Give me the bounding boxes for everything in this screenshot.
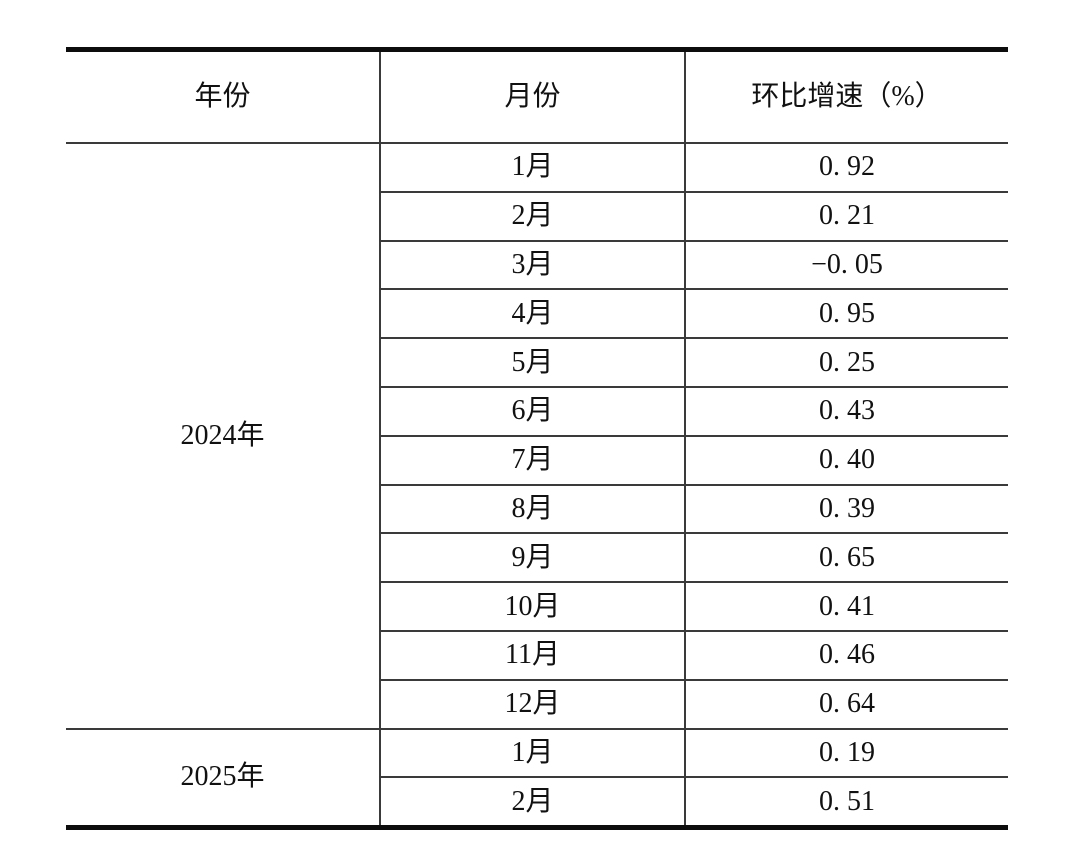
- header-year: 年份: [66, 49, 380, 144]
- growth-value-cell: 0. 21: [684, 191, 1008, 242]
- year-cell: 2025年: [66, 728, 380, 829]
- month-cell: 7月: [379, 435, 685, 486]
- table-row: 6月 0. 43: [66, 386, 1008, 437]
- month-cell: 6月: [379, 386, 685, 437]
- growth-value-cell: 0. 92: [684, 143, 1008, 193]
- table-row: 9月 0. 65: [66, 533, 1008, 584]
- year-cell: 2024年: [66, 143, 380, 730]
- month-cell: 1月: [379, 728, 685, 779]
- growth-value-cell: 0. 41: [684, 582, 1008, 632]
- table-row: 3月 −0. 05: [66, 240, 1008, 291]
- growth-value-cell: 0. 64: [684, 679, 1008, 730]
- growth-value-cell: 0. 39: [684, 484, 1008, 535]
- table-row: 11月 0. 46: [66, 630, 1008, 681]
- growth-value-cell: 0. 40: [684, 435, 1008, 486]
- month-cell: 1月: [379, 143, 685, 193]
- growth-value-cell: 0. 19: [684, 728, 1008, 779]
- growth-rate-table: 年份 月份 环比增速（%） 2024年 1月 0. 92 2月 0. 21 3月 −0. 0…: [66, 47, 1008, 831]
- header-month: 月份: [379, 49, 685, 144]
- table-row: 7月 0. 40: [66, 435, 1008, 486]
- header-row: 年份 月份 环比增速（%）: [66, 49, 1008, 144]
- month-cell: 2月: [379, 777, 685, 829]
- growth-value-cell: 0. 25: [684, 338, 1008, 388]
- table-row: 2月 0. 51: [66, 777, 1008, 829]
- growth-value-cell: 0. 95: [684, 289, 1008, 340]
- month-cell: 10月: [379, 582, 685, 632]
- month-cell: 2月: [379, 191, 685, 242]
- month-cell: 4月: [379, 289, 685, 340]
- month-cell: 5月: [379, 338, 685, 388]
- table-row: 2025年 1月 0. 19: [66, 728, 1008, 829]
- month-cell: 12月: [379, 679, 685, 730]
- table-row: 2月 0. 21: [66, 191, 1008, 242]
- table-row: 5月 0. 25: [66, 338, 1008, 388]
- month-cell: 3月: [379, 240, 685, 291]
- growth-value-cell: 0. 65: [684, 533, 1008, 584]
- growth-value-cell: −0. 05: [684, 240, 1008, 291]
- month-cell: 11月: [379, 630, 685, 681]
- header-growth-rate: 环比增速（%）: [684, 49, 1008, 144]
- growth-value-cell: 0. 43: [684, 386, 1008, 437]
- month-cell: 8月: [379, 484, 685, 535]
- table-row: 4月 0. 95: [66, 289, 1008, 340]
- table-row: 2024年 1月 0. 92: [66, 143, 1008, 730]
- growth-value-cell: 0. 46: [684, 630, 1008, 681]
- table-row: 12月 0. 64: [66, 679, 1008, 730]
- table-row: 10月 0. 41: [66, 582, 1008, 632]
- month-cell: 9月: [379, 533, 685, 584]
- growth-value-cell: 0. 51: [684, 777, 1008, 829]
- table-row: 8月 0. 39: [66, 484, 1008, 535]
